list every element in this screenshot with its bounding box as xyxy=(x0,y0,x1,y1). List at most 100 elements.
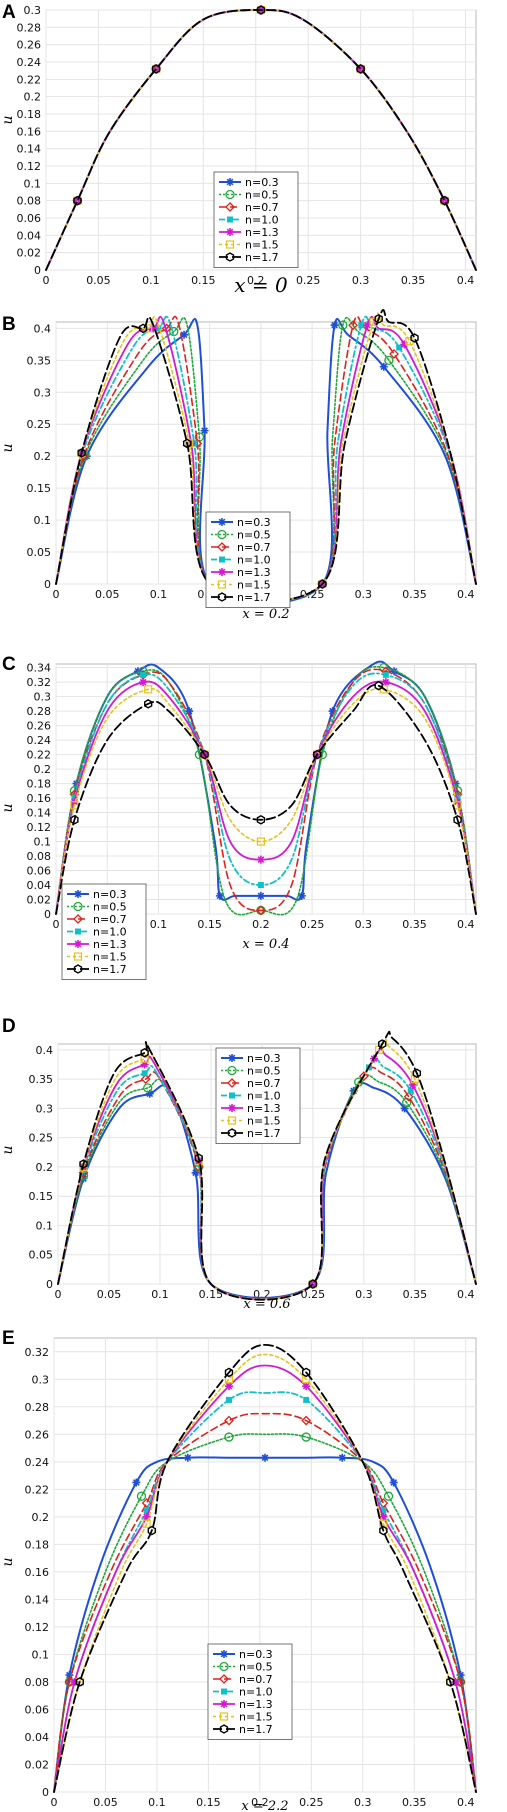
legend-label: n=1.5 xyxy=(245,239,279,252)
legend-marker xyxy=(227,1128,237,1138)
data-point xyxy=(403,1091,414,1102)
legend-marker xyxy=(228,1054,236,1062)
legend-marker xyxy=(217,542,227,552)
data-point xyxy=(301,1432,311,1442)
panel-letter: A xyxy=(2,2,16,23)
legend-label: n=0.7 xyxy=(247,1077,281,1090)
legend-label: n=0.3 xyxy=(239,1648,273,1661)
data-point xyxy=(224,1432,234,1442)
chart-d: 0 0.05 0.1 0.15 0.2 0.25 0.3 0.35 0.4 0 0.05 0.1 0.1… xyxy=(0,1030,477,1312)
legend-label: n=1.0 xyxy=(237,554,271,567)
data-point xyxy=(143,1506,150,1513)
legend-label: n=1.3 xyxy=(237,566,271,579)
legend-label: n=0.7 xyxy=(239,1673,273,1686)
data-point xyxy=(400,1104,409,1113)
y-tick-label: 0.14 xyxy=(17,143,42,156)
y-tick-label: 0.18 xyxy=(27,778,52,791)
data-point xyxy=(446,1677,455,1687)
legend: n=0.3n=0.5n=0.7n=1.0n=1.3n=1.5n=1.7 xyxy=(213,171,299,268)
y-tick-label: 0.2 xyxy=(34,763,52,776)
y-tick-label: 0.28 xyxy=(25,1401,50,1414)
y-tick-label: 0.4 xyxy=(34,322,52,335)
data-point xyxy=(440,196,449,205)
legend-label: n=1.0 xyxy=(247,1090,281,1103)
x-tick-label: 0.4 xyxy=(457,588,475,601)
x-tick-label: 0.1 xyxy=(148,1796,166,1809)
x-axis-title: x = 0 xyxy=(234,273,288,297)
data-point xyxy=(338,320,348,330)
y-tick-label: 0.28 xyxy=(17,21,42,34)
data-point xyxy=(77,448,86,458)
y-tick-label: 0.1 xyxy=(32,1648,50,1661)
y-tick-label: 0.24 xyxy=(17,56,42,69)
legend-label: n=1.5 xyxy=(247,1115,281,1128)
y-tick-label: 0.04 xyxy=(17,229,42,242)
legend-label: n=0.7 xyxy=(237,541,271,554)
data-point xyxy=(224,1382,233,1391)
data-point xyxy=(456,1671,465,1680)
y-tick-label: 0.24 xyxy=(27,734,52,747)
legend-marker xyxy=(227,216,233,223)
data-point xyxy=(140,1047,149,1058)
data-point xyxy=(374,313,383,324)
y-tick-label: 0.06 xyxy=(17,212,42,225)
data-point xyxy=(382,671,389,678)
series-n-1-7 xyxy=(53,1343,477,1793)
y-tick-label: 0.26 xyxy=(27,720,52,733)
x-tick-label: 0.05 xyxy=(95,588,120,601)
data-point xyxy=(139,678,148,687)
x-tick-label: 0.15 xyxy=(191,274,216,287)
y-axis-title: u xyxy=(0,1557,16,1566)
data-point xyxy=(70,1677,79,1686)
series-line xyxy=(53,1343,477,1793)
legend-marker xyxy=(226,228,234,236)
chart-b: 00.050.10.150.20.250.30.350.400.050.10.1… xyxy=(0,309,477,622)
x-tick-label: 0.35 xyxy=(402,588,427,601)
x-tick-label: 0 xyxy=(53,918,60,931)
x-tick-label: 0.3 xyxy=(355,1288,373,1301)
panel-letter: C xyxy=(2,654,16,675)
data-point xyxy=(303,1396,310,1403)
x-tick-label: 0.25 xyxy=(300,588,325,601)
y-tick-label: 0.22 xyxy=(17,73,42,86)
data-point xyxy=(256,855,265,864)
x-tick-label: 0.25 xyxy=(296,274,321,287)
legend-label: n=0.5 xyxy=(239,1661,273,1674)
legend-label: n=1.3 xyxy=(245,226,279,239)
y-tick-label: 0.3 xyxy=(24,4,42,17)
data-point xyxy=(183,1453,192,1462)
x-tick-label: 0 xyxy=(55,1288,62,1301)
data-point xyxy=(79,1174,88,1183)
data-point xyxy=(308,1279,318,1289)
data-point xyxy=(348,320,358,331)
x-axis-title: x = 0.4 xyxy=(242,937,289,952)
y-tick-label: 0 xyxy=(44,578,51,591)
data-point xyxy=(313,749,322,760)
data-point xyxy=(408,1080,417,1089)
legend-marker xyxy=(74,940,82,948)
series-line xyxy=(53,1364,477,1793)
legend-marker xyxy=(219,1661,229,1672)
legend: n=0.3n=0.5n=0.7n=1.0n=1.3n=1.5n=1.7 xyxy=(207,1643,293,1740)
data-point xyxy=(363,321,372,330)
legend-marker xyxy=(217,580,227,589)
legend-label: n=1.5 xyxy=(93,951,127,964)
legend-label: n=1.7 xyxy=(93,963,127,976)
data-point xyxy=(261,1453,269,1462)
data-point xyxy=(224,1367,234,1378)
legend-marker xyxy=(228,1104,236,1112)
series-n-1-7 xyxy=(57,1030,477,1301)
data-point xyxy=(141,1070,148,1077)
y-tick-label: 0.3 xyxy=(36,1102,54,1115)
data-point xyxy=(75,1677,84,1687)
y-tick-label: 0.12 xyxy=(25,1621,50,1634)
y-tick-label: 0.04 xyxy=(27,879,52,892)
data-point xyxy=(136,1491,147,1501)
y-tick-label: 0.18 xyxy=(25,1538,50,1551)
data-point xyxy=(318,579,327,589)
y-tick-label: 0 xyxy=(42,1786,49,1799)
legend-marker xyxy=(225,202,235,212)
y-tick-label: 0 xyxy=(46,1278,53,1291)
data-point xyxy=(396,344,403,351)
data-point xyxy=(407,1087,414,1094)
